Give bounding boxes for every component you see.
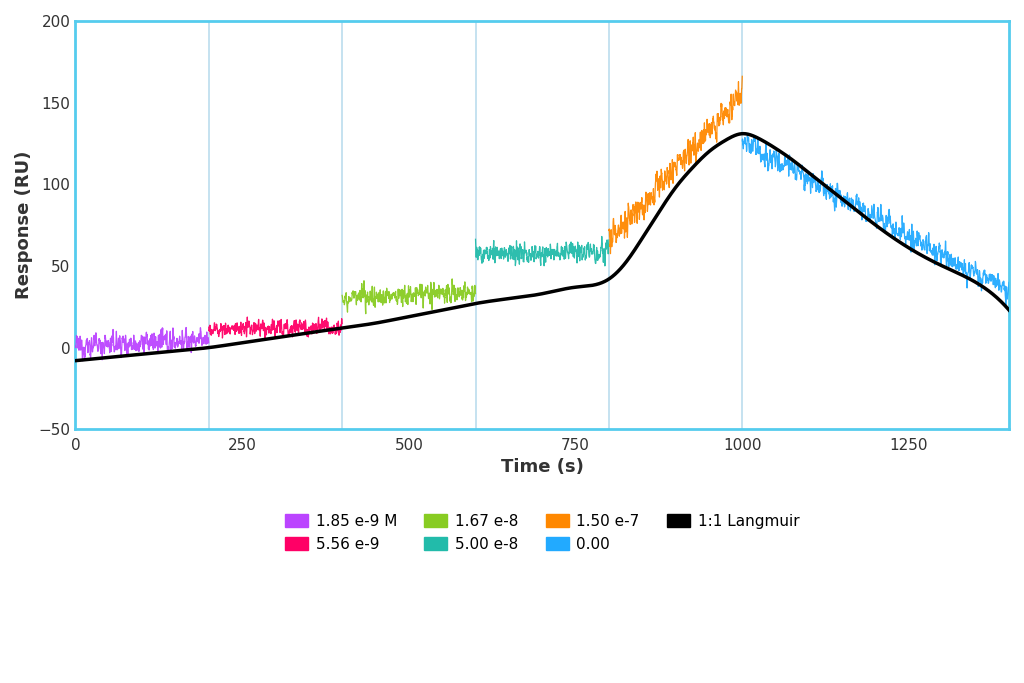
Legend: 1.85 e-9 M, 5.56 e-9, 1.67 e-8, 5.00 e-8, 1.50 e-7, 0.00, 1:1 Langmuir: 1.85 e-9 M, 5.56 e-9, 1.67 e-8, 5.00 e-8… <box>278 506 807 559</box>
X-axis label: Time (s): Time (s) <box>501 458 584 476</box>
Y-axis label: Response (RU): Response (RU) <box>15 151 33 299</box>
